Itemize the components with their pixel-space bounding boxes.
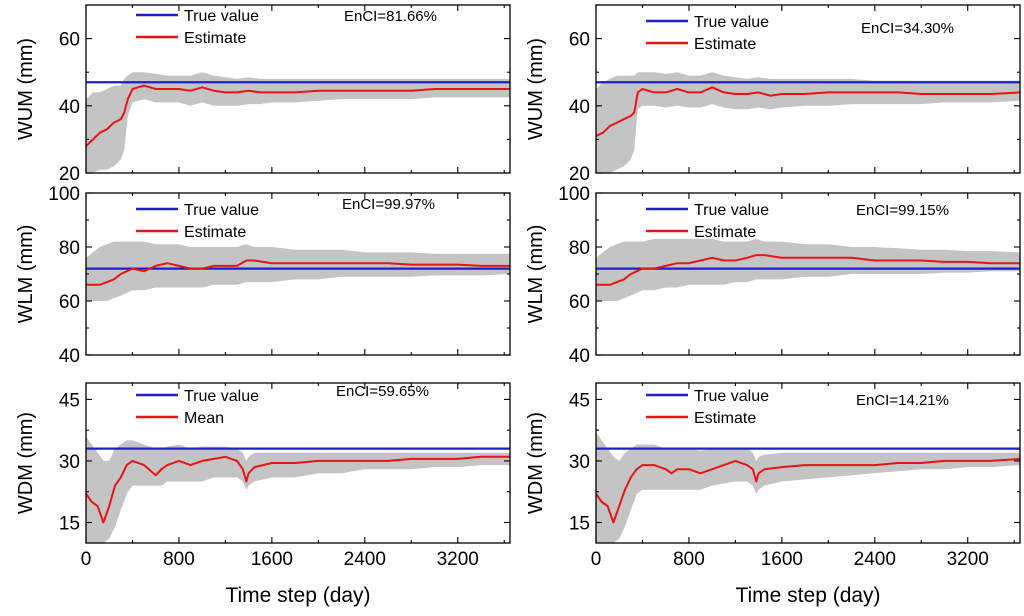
- encl-annotation: EnCI=59.65%: [336, 383, 429, 400]
- uncertainty-band: [596, 238, 1020, 301]
- y-tick-label: 40: [569, 346, 590, 367]
- plot-area: [86, 436, 510, 543]
- x-tick-label: 3200: [437, 549, 479, 570]
- series-estimate: [596, 254, 1020, 286]
- y-tick-label: 30: [569, 452, 590, 473]
- x-tick-label: 0: [81, 549, 92, 570]
- y-axis-title: WLM (mm): [525, 225, 547, 324]
- plot-area: [596, 72, 1020, 173]
- encl-annotation: EnCI=99.15%: [856, 202, 949, 219]
- y-tick-label: 20: [59, 164, 80, 185]
- y-axis-title: WLM (mm): [15, 225, 37, 324]
- series-estimate: [86, 259, 510, 286]
- x-axis-title: Time step (day): [225, 584, 370, 607]
- panel-bottom-right: 0 800 1600 2400 3200 15 30 45 WDM (mm) True value…: [525, 382, 1021, 570]
- y-axis-title: WDM (mm): [525, 412, 547, 514]
- y-tick-label: 60: [59, 292, 80, 313]
- x-tick-label: 1600: [251, 549, 293, 570]
- legend-label: True value: [694, 202, 769, 219]
- y-tick-label: 60: [59, 30, 80, 51]
- y-tick-label: 40: [59, 97, 80, 118]
- x-tick-label: 2400: [854, 549, 896, 570]
- x-tick-label: 1600: [761, 549, 803, 570]
- x-tick-label: 800: [163, 549, 195, 570]
- legend-label: Estimate: [184, 224, 246, 241]
- uncertainty-band: [596, 72, 1020, 173]
- plot-frame: [85, 382, 511, 544]
- legend-label: Mean: [184, 410, 224, 427]
- legend-label: True value: [694, 388, 769, 405]
- legend-label: True value: [184, 202, 259, 219]
- x-tick-label: 3200: [947, 549, 989, 570]
- series-mean: [86, 455, 510, 524]
- legend-label: True value: [694, 14, 769, 31]
- y-tick-label: 45: [569, 390, 590, 411]
- y-tick-label: 80: [59, 238, 80, 259]
- y-tick-label: 40: [59, 346, 80, 367]
- panel-middle-left: 40 60 80 100 WLM (mm) True value Estimate EnCI=…: [15, 184, 511, 367]
- y-tick-label: 20: [569, 164, 590, 185]
- legend-label: Estimate: [694, 36, 756, 53]
- y-tick-label: 15: [569, 513, 590, 534]
- legend-label: Estimate: [694, 224, 756, 241]
- series-estimate: [86, 84, 510, 147]
- x-tick-label: 800: [673, 549, 705, 570]
- panel-middle-right: 40 60 80 100 WLM (mm) True value Estimate EnCI=…: [525, 184, 1021, 367]
- series-estimate: [596, 457, 1020, 524]
- plot-area: [596, 238, 1020, 301]
- x-axis-title: Time step (day): [735, 584, 880, 607]
- panel-top-right: 20 40 60 WUM (mm) True value Estimate EnCI=34.…: [525, 4, 1021, 185]
- y-tick-label: 15: [59, 513, 80, 534]
- uncertainty-band: [86, 241, 510, 301]
- y-axis-title: WUM (mm): [15, 38, 37, 140]
- plot-frame: [595, 4, 1021, 174]
- x-tick-label: 2400: [344, 549, 386, 570]
- y-axis-title: WUM (mm): [525, 38, 547, 140]
- y-tick-label: 60: [569, 30, 590, 51]
- y-tick-label: 40: [569, 97, 590, 118]
- uncertainty-band: [86, 436, 510, 543]
- plot-area: [596, 432, 1020, 543]
- y-tick-label: 60: [569, 292, 590, 313]
- y-tick-label: 100: [558, 184, 590, 205]
- plot-area: [86, 241, 510, 301]
- panel-bottom-left: 0 800 1600 2400 3200 15 30 45 WDM (mm) True value…: [15, 382, 511, 570]
- y-tick-label: 45: [59, 390, 80, 411]
- legend-label: Estimate: [184, 30, 246, 47]
- plot-area: [86, 72, 510, 173]
- legend-label: True value: [184, 8, 259, 25]
- encl-annotation: EnCI=14.21%: [856, 392, 949, 409]
- panel-top-left: 20 40 60 WUM (mm) True value Estimate EnCI=81.…: [15, 4, 511, 185]
- y-tick-label: 30: [59, 452, 80, 473]
- encl-annotation: EnCI=99.97%: [342, 196, 435, 213]
- y-axis-title: WDM (mm): [15, 412, 37, 514]
- legend-label: True value: [184, 388, 259, 405]
- encl-annotation: EnCI=34.30%: [861, 20, 954, 37]
- plot-frame: [595, 382, 1021, 544]
- legend-label: Estimate: [694, 410, 756, 427]
- uncertainty-band: [86, 72, 510, 173]
- x-tick-label: 0: [591, 549, 602, 570]
- encl-annotation: EnCI=81.66%: [344, 8, 437, 25]
- y-tick-label: 100: [48, 184, 80, 205]
- y-tick-label: 80: [569, 238, 590, 259]
- plot-frame: [85, 4, 511, 174]
- series-estimate: [596, 86, 1020, 137]
- uncertainty-band: [596, 432, 1020, 543]
